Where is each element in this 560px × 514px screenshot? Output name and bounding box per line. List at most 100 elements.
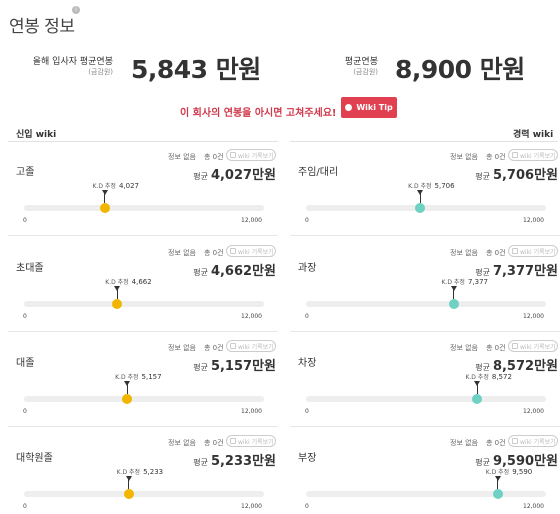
record-count: 총 0건 [204,344,224,352]
new-hire-salary-value: 5,843 만원 [131,55,261,84]
scale-max-label: 12,000 [523,313,544,320]
average-prefix: 평균 [193,458,208,467]
no-info-label: 정보 없음 [168,153,196,161]
scale-min-label: 0 [305,313,309,320]
wiki-tip-button[interactable]: Wiki Tip [341,97,397,118]
checkbox-icon [512,248,518,254]
estimate-label: K.D 추정 7,377 [442,277,488,286]
average-salary: 평균 7,377만원 [475,260,558,279]
salary-card: 차장 정보 없음 총 0건 wiki 기록보기 평균 8,572만원 K.D 추정 8,572… [290,333,560,427]
no-info-label: 정보 없음 [450,153,478,161]
average-salary: 평균 5,157만원 [193,355,276,374]
salary-card: 부장 정보 없음 총 0건 wiki 기록보기 평균 9,590만원 K.D 추정 9,590… [290,428,560,514]
scale-min-label: 0 [23,313,27,320]
position-name: 과장 [298,263,317,274]
scale-max-label: 12,000 [523,503,544,510]
no-info-label: 정보 없음 [450,344,478,352]
estimate-label: K.D 추정 4,662 [105,277,151,286]
record-count: 총 0건 [486,153,506,161]
wiki-history-button[interactable]: wiki 기록보기 [226,149,276,161]
wiki-history-button[interactable]: wiki 기록보기 [508,149,558,161]
average-prefix: 평균 [475,172,490,181]
average-prefix: 평균 [193,363,208,372]
salary-range-track [306,396,546,402]
checkbox-icon [230,248,236,254]
position-name: 고졸 [16,167,35,178]
wiki-tip-label: Wiki Tip [356,103,393,112]
position-name: 대학원졸 [16,453,53,464]
no-info-label: 정보 없음 [168,249,196,257]
wiki-history-label: wiki 기록보기 [238,438,274,446]
wiki-history-label: wiki 기록보기 [520,248,556,256]
average-salary: 평균 4,027만원 [193,164,276,183]
new-hire-salary-source: (금감원) [88,68,113,76]
scale-max-label: 12,000 [241,313,262,320]
estimate-pin-stem [453,287,455,299]
salary-marker [112,299,123,309]
wiki-history-label: wiki 기록보기 [238,248,274,256]
right-divider [290,141,558,142]
record-count: 총 0건 [204,153,224,161]
estimate-prefix: K.D 추정 [408,183,432,190]
salary-range-track [306,205,546,211]
average-salary: 평균 5,706만원 [475,164,558,183]
estimate-prefix: K.D 추정 [116,469,141,476]
wiki-history-button[interactable]: wiki 기록보기 [226,245,276,257]
average-salary-label-group: 평균연봉 (금감원) [300,50,378,86]
no-info-label: 정보 없음 [168,439,196,447]
edit-prompt: 이 회사의 연봉을 아시면 고쳐주세요! [180,108,337,119]
salary-card: 과장 정보 없음 총 0건 wiki 기록보기 평균 7,377만원 K.D 추정 7,377… [290,238,560,332]
salary-range-track [24,491,264,497]
estimate-prefix: K.D 추정 [115,374,139,381]
salary-card: 대학원졸 정보 없음 총 0건 wiki 기록보기 평균 5,233만원 K.D 추정 5,2… [8,428,278,514]
average-value: 5,233만원 [210,454,276,469]
checkbox-icon [230,438,236,444]
average-value: 5,706만원 [492,168,558,183]
average-salary-label: 평균연봉 [344,57,378,67]
average-salary: 평균 4,662만원 [193,260,276,279]
scale-max-label: 12,000 [241,408,262,415]
info-icon[interactable]: i [72,6,80,14]
estimate-label: K.D 추정 5,157 [115,372,161,381]
estimate-label: K.D 추정 8,572 [465,372,511,381]
estimate-prefix: K.D 추정 [92,183,116,190]
page-title: 연봉 정보 [9,17,75,37]
estimate-value: 4,662 [131,278,152,286]
average-salary: 평균 5,233만원 [193,450,276,469]
scale-min-label: 0 [305,503,309,510]
checkbox-icon [230,152,236,158]
wiki-history-button[interactable]: wiki 기록보기 [508,245,558,257]
salary-marker [122,394,133,404]
average-prefix: 평균 [193,268,208,277]
estimate-value: 5,233 [143,468,164,476]
estimate-pin-stem [419,191,421,203]
salary-range-track [306,301,546,307]
salary-card: 주임/대리 정보 없음 총 0건 wiki 기록보기 평균 5,706만원 K.D 추정 5,… [290,142,560,236]
checkbox-icon [512,343,518,349]
estimate-value: 8,572 [491,373,512,381]
estimate-label: K.D 추정 5,706 [408,181,454,190]
salary-marker [99,203,110,213]
estimate-pin-stem [497,477,499,489]
estimate-pin-stem [116,287,118,299]
wiki-history-button[interactable]: wiki 기록보기 [508,435,558,447]
experienced-wiki-heading: 경력 wiki [513,130,554,140]
wiki-history-button[interactable]: wiki 기록보기 [508,340,558,352]
scale-max-label: 12,000 [241,217,262,224]
estimate-prefix: K.D 추정 [105,279,129,286]
salary-card: 고졸 정보 없음 총 0건 wiki 기록보기 평균 4,027만원 K.D 추정 4,027… [8,142,278,236]
wiki-history-button[interactable]: wiki 기록보기 [226,435,276,447]
wiki-history-label: wiki 기록보기 [520,152,556,160]
no-info-label: 정보 없음 [168,344,196,352]
scale-max-label: 12,000 [241,503,262,510]
scale-min-label: 0 [23,408,27,415]
position-name: 차장 [298,358,317,369]
salary-marker [415,203,426,213]
wiki-history-button[interactable]: wiki 기록보기 [226,340,276,352]
estimate-pin-stem [476,382,478,394]
wiki-history-label: wiki 기록보기 [238,152,274,160]
average-value: 7,377만원 [492,264,558,279]
wiki-history-label: wiki 기록보기 [520,438,556,446]
salary-marker [123,489,134,499]
salary-marker [472,394,483,404]
